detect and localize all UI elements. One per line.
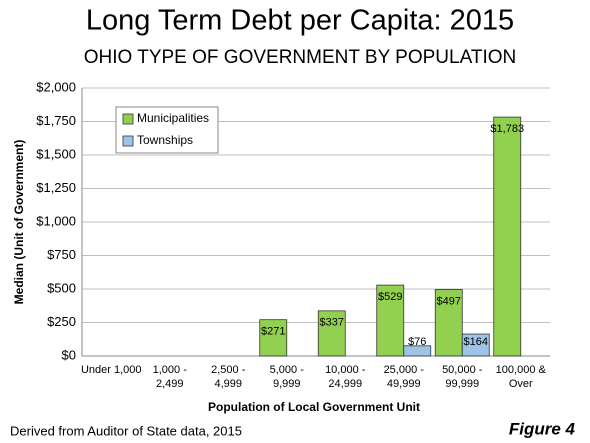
x-tick-label: 5,000 - [270, 364, 305, 376]
y-tick-label: $1,500 [36, 146, 76, 161]
legend-swatch [122, 135, 134, 147]
bar [376, 284, 405, 357]
bar [259, 319, 288, 357]
bar [461, 333, 490, 357]
source-note: Derived from Auditor of State data, 2015 [10, 423, 242, 438]
data-label: $164 [464, 336, 488, 348]
x-tick-label: 10,000 - [325, 364, 366, 376]
legend-label: Townships [137, 133, 193, 147]
y-axis-label: Median (Unit of Government) [12, 140, 26, 305]
x-tick-label: 99,999 [445, 378, 479, 390]
data-label: $337 [320, 317, 344, 329]
data-label: $497 [437, 295, 461, 307]
y-tick-label: $1,000 [36, 213, 76, 228]
x-tick-label: 24,999 [328, 378, 362, 390]
y-tick-label: $500 [47, 280, 76, 295]
x-tick-label: 50,000 - [442, 364, 483, 376]
legend-swatch [122, 113, 134, 125]
data-label: $76 [408, 336, 426, 348]
y-tick-label: $750 [47, 247, 76, 262]
x-tick-label: 2,500 - [211, 364, 246, 376]
x-tick-label: 4,999 [214, 378, 242, 390]
data-label: $1,783 [490, 123, 524, 135]
y-tick-label: $2,000 [36, 79, 76, 94]
y-tick-label: $250 [47, 314, 76, 329]
x-axis-label: Population of Local Government Unit [208, 400, 420, 414]
y-tick-label: $1,250 [36, 180, 76, 195]
x-tick-label: 9,999 [273, 378, 301, 390]
y-tick-label: $0 [62, 347, 76, 362]
bar [317, 310, 346, 357]
bar [403, 345, 432, 357]
data-label: $271 [261, 326, 285, 338]
data-label: $529 [378, 291, 402, 303]
bar [434, 289, 463, 357]
x-tick-label: Over [509, 378, 533, 390]
legend-label: Municipalities [137, 111, 209, 125]
y-tick-label: $1,750 [36, 113, 76, 128]
x-tick-label: 25,000 - [384, 364, 425, 376]
bar [493, 116, 522, 357]
chart-subtitle: OHIO TYPE OF GOVERNMENT BY POPULATION [84, 47, 517, 68]
figure-label: Figure 4 [509, 419, 576, 438]
x-tick-label: 100,000 & [496, 364, 547, 376]
chart-title: Long Term Debt per Capita: 2015 [86, 5, 514, 37]
x-tick-label: 49,999 [387, 378, 421, 390]
x-tick-label: 1,000 - [153, 364, 188, 376]
x-tick-label: 2,499 [156, 378, 184, 390]
x-tick-label: Under 1,000 [81, 364, 142, 376]
